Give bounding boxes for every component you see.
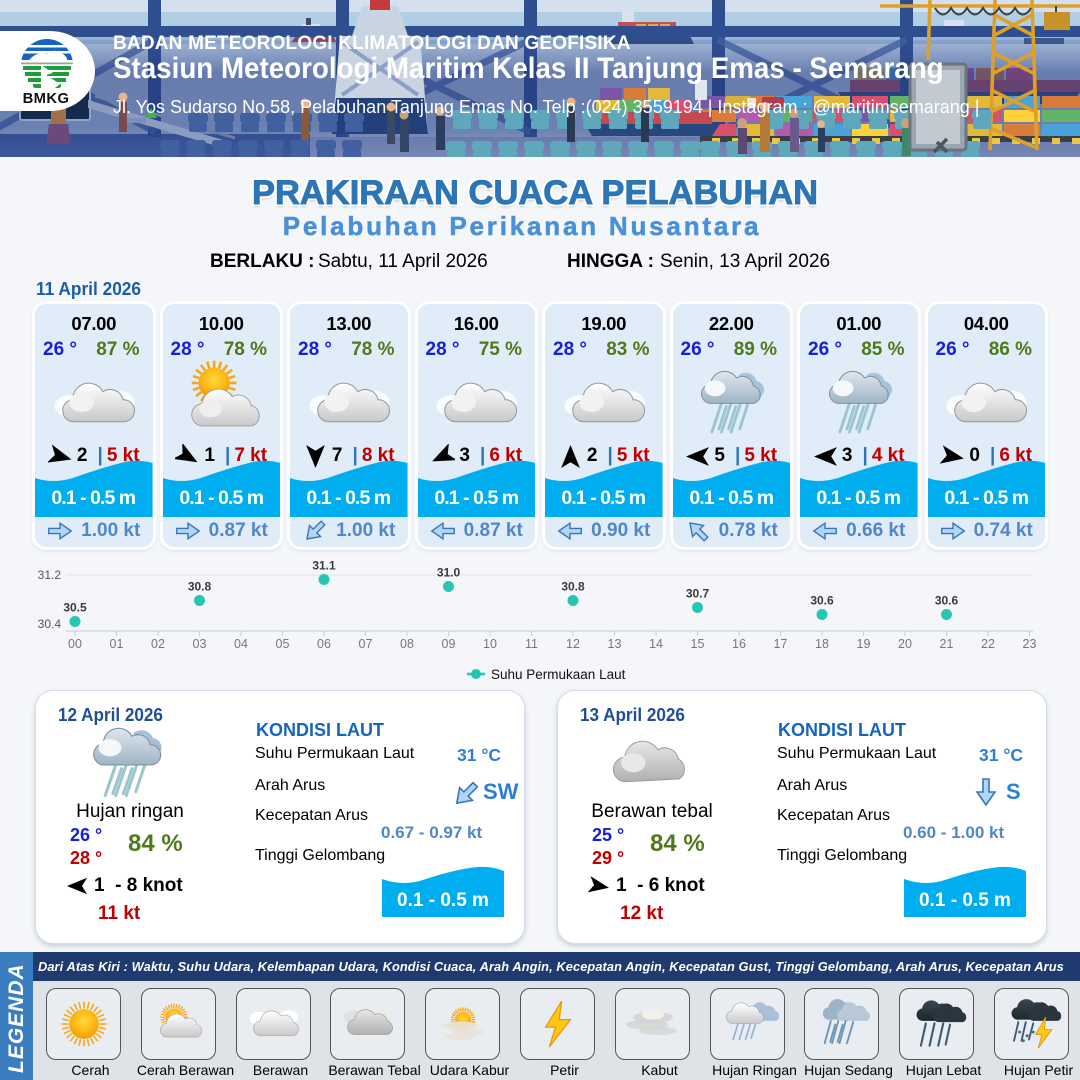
svg-text:31.2: 31.2: [38, 568, 62, 582]
svg-text:31.1: 31.1: [312, 559, 336, 573]
svg-text:15: 15: [691, 637, 705, 651]
svg-text:02: 02: [151, 637, 165, 651]
svg-text:19: 19: [857, 637, 871, 651]
svg-text:31.0: 31.0: [437, 566, 461, 580]
svg-text:09: 09: [442, 637, 456, 651]
svg-text:30.7: 30.7: [686, 587, 710, 601]
svg-text:10: 10: [483, 637, 497, 651]
svg-text:03: 03: [193, 637, 207, 651]
svg-text:00: 00: [68, 637, 82, 651]
svg-text:17: 17: [774, 637, 788, 651]
svg-text:30.8: 30.8: [561, 580, 585, 594]
svg-text:18: 18: [815, 637, 829, 651]
svg-text:12: 12: [566, 637, 580, 651]
svg-text:0.1 - 0.5 m: 0.1 - 0.5 m: [179, 487, 264, 509]
svg-text:23: 23: [1023, 637, 1037, 651]
svg-text:20: 20: [898, 637, 912, 651]
svg-text:22: 22: [981, 637, 995, 651]
svg-text:01: 01: [110, 637, 124, 651]
svg-text:30.8: 30.8: [188, 580, 212, 594]
svg-text:21: 21: [940, 637, 954, 651]
svg-text:0.1 - 0.5 m: 0.1 - 0.5 m: [944, 487, 1029, 509]
svg-text:Suhu Permukaan Laut: Suhu Permukaan Laut: [491, 667, 626, 682]
svg-text:0.1 - 0.5 m: 0.1 - 0.5 m: [919, 890, 1011, 911]
svg-text:30.5: 30.5: [63, 601, 87, 615]
svg-text:30.4: 30.4: [38, 617, 62, 631]
svg-text:05: 05: [276, 637, 290, 651]
svg-text:11: 11: [525, 637, 538, 651]
svg-text:30.6: 30.6: [935, 594, 959, 608]
svg-text:16: 16: [732, 637, 746, 651]
svg-text:07: 07: [359, 637, 373, 651]
svg-text:0.1 - 0.5 m: 0.1 - 0.5 m: [51, 487, 136, 509]
svg-text:0.1 - 0.5 m: 0.1 - 0.5 m: [306, 487, 391, 509]
svg-text:0.1 - 0.5 m: 0.1 - 0.5 m: [816, 487, 901, 509]
svg-text:08: 08: [400, 637, 414, 651]
svg-text:0.1 - 0.5 m: 0.1 - 0.5 m: [561, 487, 646, 509]
svg-text:0.1 - 0.5 m: 0.1 - 0.5 m: [397, 890, 489, 911]
svg-text:14: 14: [649, 637, 663, 651]
svg-text:04: 04: [234, 637, 248, 651]
svg-text:0.1 - 0.5 m: 0.1 - 0.5 m: [689, 487, 774, 509]
svg-text:30.6: 30.6: [810, 594, 834, 608]
svg-text:13: 13: [608, 637, 622, 651]
svg-text:0.1 - 0.5 m: 0.1 - 0.5 m: [434, 487, 519, 509]
svg-text:BMKG: BMKG: [23, 91, 70, 107]
svg-text:06: 06: [317, 637, 331, 651]
